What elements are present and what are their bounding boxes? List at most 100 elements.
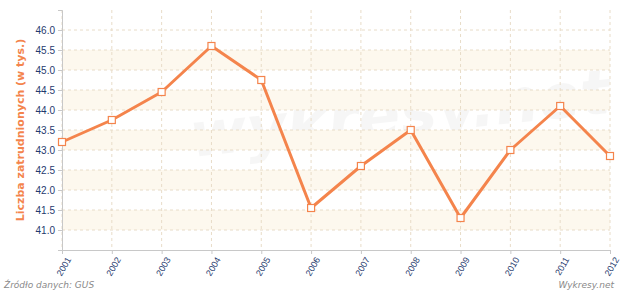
marker xyxy=(407,127,414,134)
grid-band xyxy=(62,90,610,110)
grid-line xyxy=(62,150,610,151)
x-tick: 2012 xyxy=(602,250,620,278)
marker xyxy=(507,147,514,154)
grid-line xyxy=(62,90,610,91)
tick-mark xyxy=(58,70,62,71)
source-note: Źródło danych: GUS xyxy=(3,279,94,290)
tick-label: 2002 xyxy=(104,255,123,277)
grid-line xyxy=(610,10,611,250)
y-tick: 43.0 xyxy=(36,145,62,156)
grid-line xyxy=(62,190,610,191)
y-axis-line xyxy=(58,11,63,251)
x-tick: 2002 xyxy=(104,250,123,278)
y-grid xyxy=(62,30,610,230)
tick-mark xyxy=(58,150,62,151)
marker xyxy=(158,89,165,96)
y-axis: 41.0 41.5 42.0 42.5 43.0 43.5 44.0 44.5 45.0 45.5… xyxy=(36,11,63,251)
tick-label: 43.0 xyxy=(36,145,56,156)
tick-mark xyxy=(411,250,412,254)
grid-line xyxy=(261,10,262,250)
grid-line xyxy=(62,210,610,211)
tick-mark xyxy=(261,250,262,254)
tick-label: 45.5 xyxy=(36,45,56,56)
grid-line xyxy=(161,10,162,250)
x-grid xyxy=(62,10,610,250)
grid-line xyxy=(62,70,610,71)
x-tick: 2008 xyxy=(403,250,422,278)
tick-mark xyxy=(361,250,362,254)
tick-label: 2008 xyxy=(403,255,422,277)
y-tick: 41.5 xyxy=(36,205,62,216)
grid-line xyxy=(62,110,610,111)
tick-label: 2010 xyxy=(503,255,522,277)
tick-mark xyxy=(62,250,63,254)
tick-label: 42.5 xyxy=(36,165,56,176)
x-tick: 2003 xyxy=(154,250,173,278)
x-tick: 2006 xyxy=(304,250,323,278)
grid-line xyxy=(62,30,610,31)
tick-label: 43.5 xyxy=(36,125,56,136)
y-tick: 43.5 xyxy=(36,125,62,136)
grid-line xyxy=(111,10,112,250)
tick-mark xyxy=(610,250,611,254)
tick-label: 2001 xyxy=(54,255,73,277)
y-tick: 46.0 xyxy=(36,25,62,36)
tick-label: 2004 xyxy=(204,255,223,277)
x-axis: 2001200220032004200520062007200820092010… xyxy=(54,250,620,278)
y-tick: 44.5 xyxy=(36,85,62,96)
tick-label: 2011 xyxy=(553,255,571,277)
tick-mark xyxy=(58,110,62,111)
tick-label: 44.0 xyxy=(36,105,56,116)
plot: wykresy.net41.041.542.042.543.043.544.04… xyxy=(36,10,620,278)
x-tick: 2011 xyxy=(553,250,571,277)
tick-label: 45.0 xyxy=(36,65,56,76)
x-axis-line xyxy=(63,251,611,255)
marker xyxy=(357,163,364,170)
series xyxy=(59,43,614,222)
grid-line xyxy=(560,10,561,250)
x-tick: 2005 xyxy=(254,250,273,278)
y-tick: 41.0 xyxy=(36,225,62,236)
tick-label: 2005 xyxy=(254,255,273,277)
y-tick: 44.0 xyxy=(36,105,62,116)
tick-label: 2006 xyxy=(304,255,323,277)
tick-mark xyxy=(311,250,312,254)
x-tick: 2007 xyxy=(353,250,372,278)
y-tick: 42.0 xyxy=(36,185,62,196)
x-tick: 2010 xyxy=(503,250,522,278)
marker xyxy=(308,205,315,212)
grid-line xyxy=(62,50,610,51)
marker xyxy=(457,215,464,222)
tick-mark xyxy=(162,250,163,254)
tick-label: 46.0 xyxy=(36,25,56,36)
marker xyxy=(208,43,215,50)
tick-label: 42.0 xyxy=(36,185,56,196)
x-tick: 2001 xyxy=(54,250,73,278)
credit: Wykresy.net xyxy=(558,280,614,290)
tick-mark xyxy=(58,170,62,171)
grid-line xyxy=(62,130,610,131)
tick-label: 41.0 xyxy=(36,225,56,236)
y-tick: 42.5 xyxy=(36,165,62,176)
line xyxy=(62,46,610,218)
grid-line xyxy=(62,230,610,231)
marker xyxy=(108,117,115,124)
tick-mark xyxy=(58,130,62,131)
tick-label: 2012 xyxy=(602,255,620,277)
chart: wykresy.net41.041.542.042.543.043.544.04… xyxy=(0,0,620,292)
tick-mark xyxy=(112,250,113,254)
x-tick: 2004 xyxy=(204,250,223,278)
marker xyxy=(59,139,66,146)
tick-mark xyxy=(58,190,62,191)
tick-mark xyxy=(560,250,561,254)
marker xyxy=(607,153,614,160)
tick-label: 2003 xyxy=(154,255,173,277)
grid-bands xyxy=(62,50,610,230)
tick-mark xyxy=(58,50,62,51)
marker xyxy=(258,77,265,84)
tick-mark xyxy=(58,90,62,91)
grid-band xyxy=(62,210,610,230)
grid-line xyxy=(62,170,610,171)
tick-mark xyxy=(510,250,511,254)
tick-label: 44.5 xyxy=(36,85,56,96)
